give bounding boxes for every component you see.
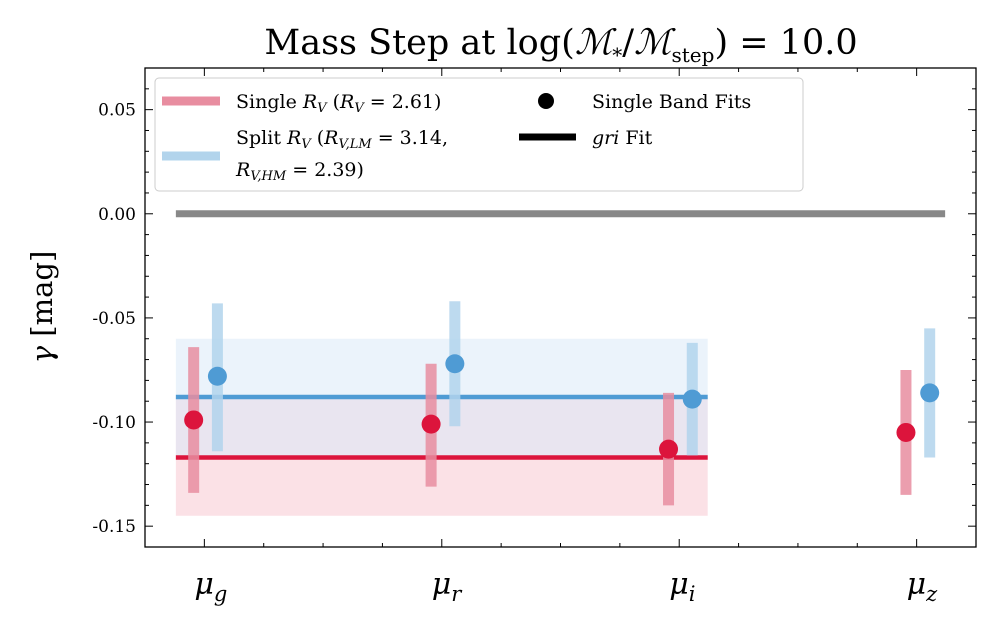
title-m1: ℳ xyxy=(575,23,617,63)
legend: Single RV (RV = 2.61) Split RV (RV,LM = … xyxy=(154,77,804,192)
legend-split-rv-sub: V xyxy=(301,137,312,152)
legend-gri-label: gri Fit xyxy=(592,127,653,149)
legend-box xyxy=(154,77,804,192)
legend-single-rv2-sub: V xyxy=(354,101,365,116)
data-point-split xyxy=(207,366,227,386)
legend-split-rv3-sub: V,HM xyxy=(250,169,287,184)
x-category-sub: r xyxy=(451,582,463,606)
legend-single-pre: Single xyxy=(236,91,303,113)
data-point-single xyxy=(421,414,441,434)
title-sub2: step xyxy=(671,43,714,67)
x-category-sub: i xyxy=(689,582,696,606)
y-axis-label: γ [mag] xyxy=(25,251,59,364)
data-point-split xyxy=(682,389,702,409)
title-suffix: ) = 10.0 xyxy=(714,23,857,63)
data-point-split xyxy=(445,354,465,374)
chart-title: Mass Step at log(ℳ*/ℳstep) = 10.0 xyxy=(264,23,857,67)
x-category-main: μ xyxy=(432,567,452,602)
ylabel-unit: [mag] xyxy=(25,251,59,346)
legend-split-label-line1: Split RV (RV,LM = 3.14, xyxy=(236,127,448,152)
y-tick-label: 0.00 xyxy=(98,205,136,225)
data-point-single xyxy=(896,422,916,442)
x-category-label: μz xyxy=(907,567,939,606)
ylabel-gamma: γ xyxy=(25,345,59,363)
legend-split-eq2: = 2.39) xyxy=(286,159,364,181)
title-log: log( xyxy=(506,23,574,63)
y-tick-label: -0.10 xyxy=(92,413,136,433)
x-category-label: μi xyxy=(669,567,695,606)
title-sub1: * xyxy=(612,43,622,67)
legend-gri-rest: Fit xyxy=(619,127,652,149)
legend-split-rv2: R xyxy=(323,127,338,149)
legend-split-label-line2: RV,HM = 2.39) xyxy=(235,159,364,184)
title-prefix: Mass Step at xyxy=(264,23,506,63)
title-m2: ℳ xyxy=(634,23,676,63)
y-tick-label: 0.05 xyxy=(98,101,136,121)
x-category-main: μ xyxy=(669,567,689,602)
legend-split-pre: Split xyxy=(236,127,287,149)
x-category-main: μ xyxy=(194,567,214,602)
x-category-label: μr xyxy=(432,567,464,606)
data-point-single xyxy=(659,439,679,459)
legend-single-rv2: R xyxy=(339,91,354,113)
legend-split-rv2-sub: V,LM xyxy=(338,137,372,152)
x-category-label: μg xyxy=(194,567,227,606)
legend-single-label: Single RV (RV = 2.61) xyxy=(236,91,441,116)
legend-single-paren: ( xyxy=(327,91,340,113)
x-category-main: μ xyxy=(907,567,927,602)
x-category-sub: g xyxy=(214,582,227,606)
legend-split-rv: R xyxy=(286,127,301,149)
title-slash: / xyxy=(622,23,634,63)
legend-points-label: Single Band Fits xyxy=(592,91,751,113)
legend-split-paren: ( xyxy=(311,127,324,149)
legend-split-rv3: R xyxy=(235,159,250,181)
legend-points-marker xyxy=(538,93,554,109)
legend-single-eq: = 2.61) xyxy=(364,91,442,113)
legend-single-rv: R xyxy=(302,91,317,113)
legend-split-eq1: = 3.14, xyxy=(372,127,448,149)
legend-single-rv-sub: V xyxy=(317,101,328,116)
x-category-sub: z xyxy=(925,582,938,606)
legend-gri-italic: gri xyxy=(592,127,619,149)
data-point-single xyxy=(184,410,204,430)
y-tick-label: -0.15 xyxy=(92,517,136,537)
y-tick-label: -0.05 xyxy=(92,309,136,329)
data-point-split xyxy=(920,383,940,403)
